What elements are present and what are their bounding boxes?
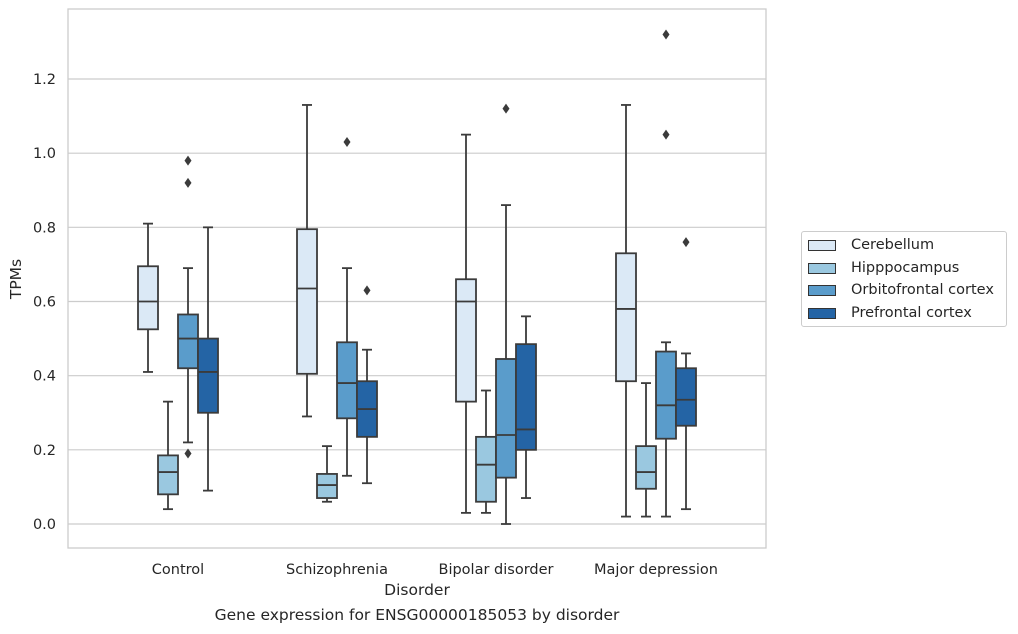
iqr-box — [635, 445, 657, 490]
outlier-point — [184, 177, 192, 188]
box-cerebellum-major-depression — [615, 104, 637, 518]
box-hipppocampus-major-depression — [635, 382, 657, 518]
figure-caption: Gene expression for ENSG00000185053 by d… — [214, 606, 620, 624]
y-tick-label: 0.2 — [33, 443, 56, 459]
iqr-box — [675, 367, 697, 427]
outlier-point — [662, 129, 670, 140]
box-prefrontal-cortex-bipolar-disorder — [515, 315, 537, 499]
iqr-box — [655, 350, 677, 440]
iqr-box — [296, 228, 318, 375]
gridlines — [68, 78, 766, 525]
legend-item-orbitofrontal-cortex: Orbitofrontal cortex — [808, 280, 994, 300]
legend-label: Prefrontal cortex — [851, 305, 972, 321]
iqr-box — [316, 473, 338, 499]
y-tick-label: 1.0 — [33, 146, 56, 162]
outlier-point — [662, 29, 670, 40]
legend-swatch — [808, 307, 836, 319]
x-axis-title: Disorder — [384, 581, 450, 599]
box-cerebellum-control — [137, 222, 159, 373]
box-orbitofrontal-cortex-schizophrenia — [336, 137, 358, 477]
box-prefrontal-cortex-major-depression — [675, 237, 697, 511]
legend-item-cerebellum: Cerebellum — [808, 235, 934, 255]
outlier-point — [502, 103, 510, 114]
box-prefrontal-cortex-schizophrenia — [356, 285, 378, 485]
legend-label: Hipppocampus — [851, 260, 960, 276]
y-tick-label: 1.2 — [33, 72, 56, 88]
box-orbitofrontal-cortex-major-depression — [655, 29, 677, 518]
box-hipppocampus-schizophrenia — [316, 445, 338, 503]
box-cerebellum-schizophrenia — [296, 104, 318, 418]
iqr-box — [197, 337, 219, 414]
legend-swatch — [808, 284, 836, 296]
y-tick-label: 0.0 — [33, 517, 56, 533]
legend-swatch — [808, 262, 836, 274]
iqr-box — [137, 265, 159, 331]
iqr-box — [475, 435, 497, 503]
iqr-box — [615, 252, 637, 383]
iqr-box — [336, 341, 358, 420]
y-tick-label: 0.4 — [33, 369, 56, 385]
tick-labels: 0.0 0.2 0.4 0.6 0.8 1.0 1.2 Control Schizophreni… — [33, 72, 718, 578]
box-hipppocampus-bipolar-disorder — [475, 389, 497, 514]
y-tick-label: 0.6 — [33, 295, 56, 311]
legend-label: Cerebellum — [851, 237, 935, 253]
box-prefrontal-cortex-control — [197, 226, 219, 492]
outlier-point — [343, 137, 351, 148]
iqr-box — [177, 313, 199, 370]
box-groups — [137, 29, 697, 525]
x-tick-label: Bipolar disorder — [439, 562, 554, 578]
plot-frame — [67, 8, 767, 549]
box-cerebellum-bipolar-disorder — [455, 133, 477, 514]
iqr-box — [157, 454, 179, 496]
box-hipppocampus-control — [157, 400, 179, 511]
y-tick-label: 0.8 — [33, 220, 56, 236]
outlier-point — [184, 155, 192, 166]
legend: Cerebellum Hipppocampus Orbitofrontal co… — [801, 231, 1007, 327]
box-orbitofrontal-cortex-control — [177, 155, 199, 459]
iqr-box — [515, 343, 537, 451]
legend-item-prefrontal-cortex: Prefrontal cortex — [808, 303, 972, 323]
x-tick-label: Major depression — [594, 562, 718, 578]
iqr-box — [455, 278, 477, 403]
outlier-point — [184, 448, 192, 459]
box-orbitofrontal-cortex-bipolar-disorder — [495, 103, 517, 525]
outlier-point — [682, 237, 690, 248]
iqr-box — [495, 358, 517, 479]
outlier-point — [363, 285, 371, 296]
x-tick-label: Schizophrenia — [286, 562, 388, 578]
y-axis-title: TPMs — [7, 259, 25, 300]
legend-item-hippocampus: Hipppocampus — [808, 258, 959, 278]
legend-swatch — [808, 239, 836, 251]
legend-label: Orbitofrontal cortex — [851, 282, 994, 298]
x-tick-label: Control — [152, 562, 204, 578]
